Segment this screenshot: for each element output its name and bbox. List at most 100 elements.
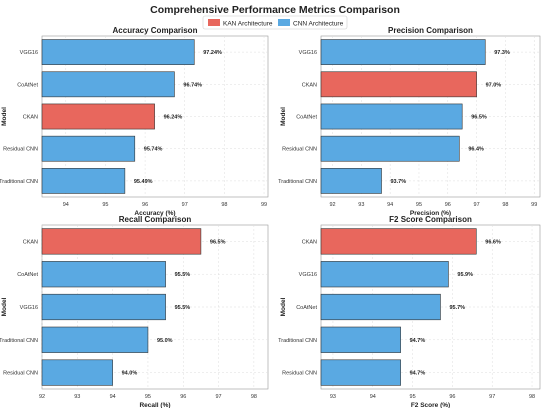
x-tick-label: 97 xyxy=(182,202,188,208)
y-tick-label: CoAtNet xyxy=(17,272,38,278)
legend-swatch-cnn xyxy=(278,19,290,26)
y-tick-label: CKAN xyxy=(23,115,38,121)
data-label: 95.0% xyxy=(157,338,173,344)
x-tick-label: 95 xyxy=(145,394,151,400)
bar-coatnet xyxy=(320,103,463,130)
chart-panel-2: 92 93 94 95 96 97 98 99 VGG16 97.3% CKAN 97.0% CoAtN… xyxy=(278,26,541,217)
y-tick-label: Traditional CNN xyxy=(278,338,317,344)
bar-traditional-cnn xyxy=(320,326,401,353)
bar-residual-cnn xyxy=(320,135,460,162)
x-tick-label: 93 xyxy=(74,394,80,400)
y-tick-label: Residual CNN xyxy=(3,147,38,153)
bar-traditional-cnn xyxy=(41,168,126,194)
x-tick-label: 96 xyxy=(449,394,455,400)
x-tick-label: 95 xyxy=(416,202,422,208)
bar-coatnet xyxy=(41,71,175,98)
data-label: 96.6% xyxy=(485,239,501,245)
y-tick-label: CKAN xyxy=(302,239,317,245)
data-label: 95.5% xyxy=(175,305,191,311)
bar-vgg16 xyxy=(41,293,166,321)
data-label: 97.24% xyxy=(203,50,222,56)
data-label: 96.4% xyxy=(468,147,484,153)
bar-coatnet xyxy=(320,293,441,321)
bar-residual-cnn xyxy=(41,359,113,386)
y-tick-label: CKAN xyxy=(23,239,38,245)
data-label: 96.5% xyxy=(210,239,226,245)
x-tick-label: 92 xyxy=(39,394,45,400)
bar-ckan xyxy=(41,228,202,255)
bar-vgg16 xyxy=(320,39,486,65)
legend-swatch-kan xyxy=(208,19,220,26)
y-tick-label: CoAtNet xyxy=(296,115,317,121)
chart-panel-4: 93 94 95 96 97 98 CKAN 96.6% VGG16 95.9% CoAtNet 95… xyxy=(278,215,541,409)
x-axis-label: Accuracy (%) xyxy=(134,210,175,217)
y-tick-label: Traditional CNN xyxy=(0,179,38,185)
chart-title: F2 Score Comparison xyxy=(389,215,472,224)
y-axis-label: Model xyxy=(280,297,287,316)
x-tick-label: 94 xyxy=(110,394,116,400)
bar-traditional-cnn xyxy=(41,326,149,353)
x-tick-label: 96 xyxy=(445,202,451,208)
x-axis-label: Precision (%) xyxy=(410,210,451,217)
data-label: 94.7% xyxy=(410,338,426,344)
data-label: 97.0% xyxy=(486,82,502,88)
x-axis-label: F2 Score (%) xyxy=(411,402,450,408)
y-axis-label: Model xyxy=(1,107,8,126)
y-tick-label: VGG16 xyxy=(299,50,317,56)
y-tick-label: Traditional CNN xyxy=(0,338,38,344)
y-tick-label: CKAN xyxy=(302,82,317,88)
y-tick-label: VGG16 xyxy=(20,50,38,56)
x-tick-label: 98 xyxy=(221,202,227,208)
data-label: 94.7% xyxy=(410,371,426,377)
chart-title: Recall Comparison xyxy=(119,215,192,224)
bar-traditional-cnn xyxy=(320,168,382,194)
x-tick-label: 95 xyxy=(410,394,416,400)
x-axis-label: Recall (%) xyxy=(139,402,170,408)
y-tick-label: Residual CNN xyxy=(3,371,38,377)
x-tick-label: 95 xyxy=(102,202,108,208)
y-axis-label: Model xyxy=(1,297,8,316)
legend-frame xyxy=(202,15,348,30)
bar-ckan xyxy=(41,103,155,130)
x-tick-label: 94 xyxy=(63,202,69,208)
y-tick-label: Residual CNN xyxy=(282,371,317,377)
x-tick-label: 94 xyxy=(370,394,376,400)
x-tick-label: 97 xyxy=(474,202,480,208)
data-label: 95.49% xyxy=(134,179,153,185)
legend-label-kan: KAN Architecture xyxy=(223,21,273,28)
data-label: 95.74% xyxy=(144,147,163,153)
data-label: 97.3% xyxy=(494,50,510,56)
data-label: 94.0% xyxy=(122,371,138,377)
y-tick-label: CoAtNet xyxy=(17,82,38,88)
x-tick-label: 97 xyxy=(216,394,222,400)
y-tick-label: VGG16 xyxy=(20,305,38,311)
x-tick-label: 94 xyxy=(387,202,393,208)
y-tick-label: Traditional CNN xyxy=(278,179,317,185)
x-tick-label: 98 xyxy=(502,202,508,208)
bar-ckan xyxy=(320,228,477,255)
chart-panel-3: 92 93 94 95 96 97 98 CKAN 96.5% CoAtNet 95.5% VGG16… xyxy=(0,215,269,409)
bar-coatnet xyxy=(41,261,166,288)
x-tick-label: 96 xyxy=(142,202,148,208)
bar-vgg16 xyxy=(320,261,449,288)
bar-residual-cnn xyxy=(41,135,136,162)
y-axis-label: Model xyxy=(280,107,287,126)
data-label: 95.9% xyxy=(457,272,473,278)
data-label: 93.7% xyxy=(391,179,407,185)
y-tick-label: VGG16 xyxy=(299,272,317,278)
x-tick-label: 96 xyxy=(180,394,186,400)
y-tick-label: Residual CNN xyxy=(282,147,317,153)
chart-title: Precision Comparison xyxy=(388,26,473,35)
x-tick-label: 99 xyxy=(261,202,267,208)
chart-panel-1: 94 95 96 97 98 99 VGG16 97.24% CoAtNet 96.74% CKAN… xyxy=(0,26,269,217)
x-tick-label: 98 xyxy=(251,394,257,400)
bar-ckan xyxy=(320,71,477,98)
x-tick-label: 97 xyxy=(489,394,495,400)
x-tick-label: 93 xyxy=(358,202,364,208)
data-label: 96.74% xyxy=(183,82,202,88)
x-tick-label: 92 xyxy=(329,202,335,208)
legend-label-cnn: CNN Architecture xyxy=(293,21,344,28)
x-tick-label: 99 xyxy=(531,202,537,208)
